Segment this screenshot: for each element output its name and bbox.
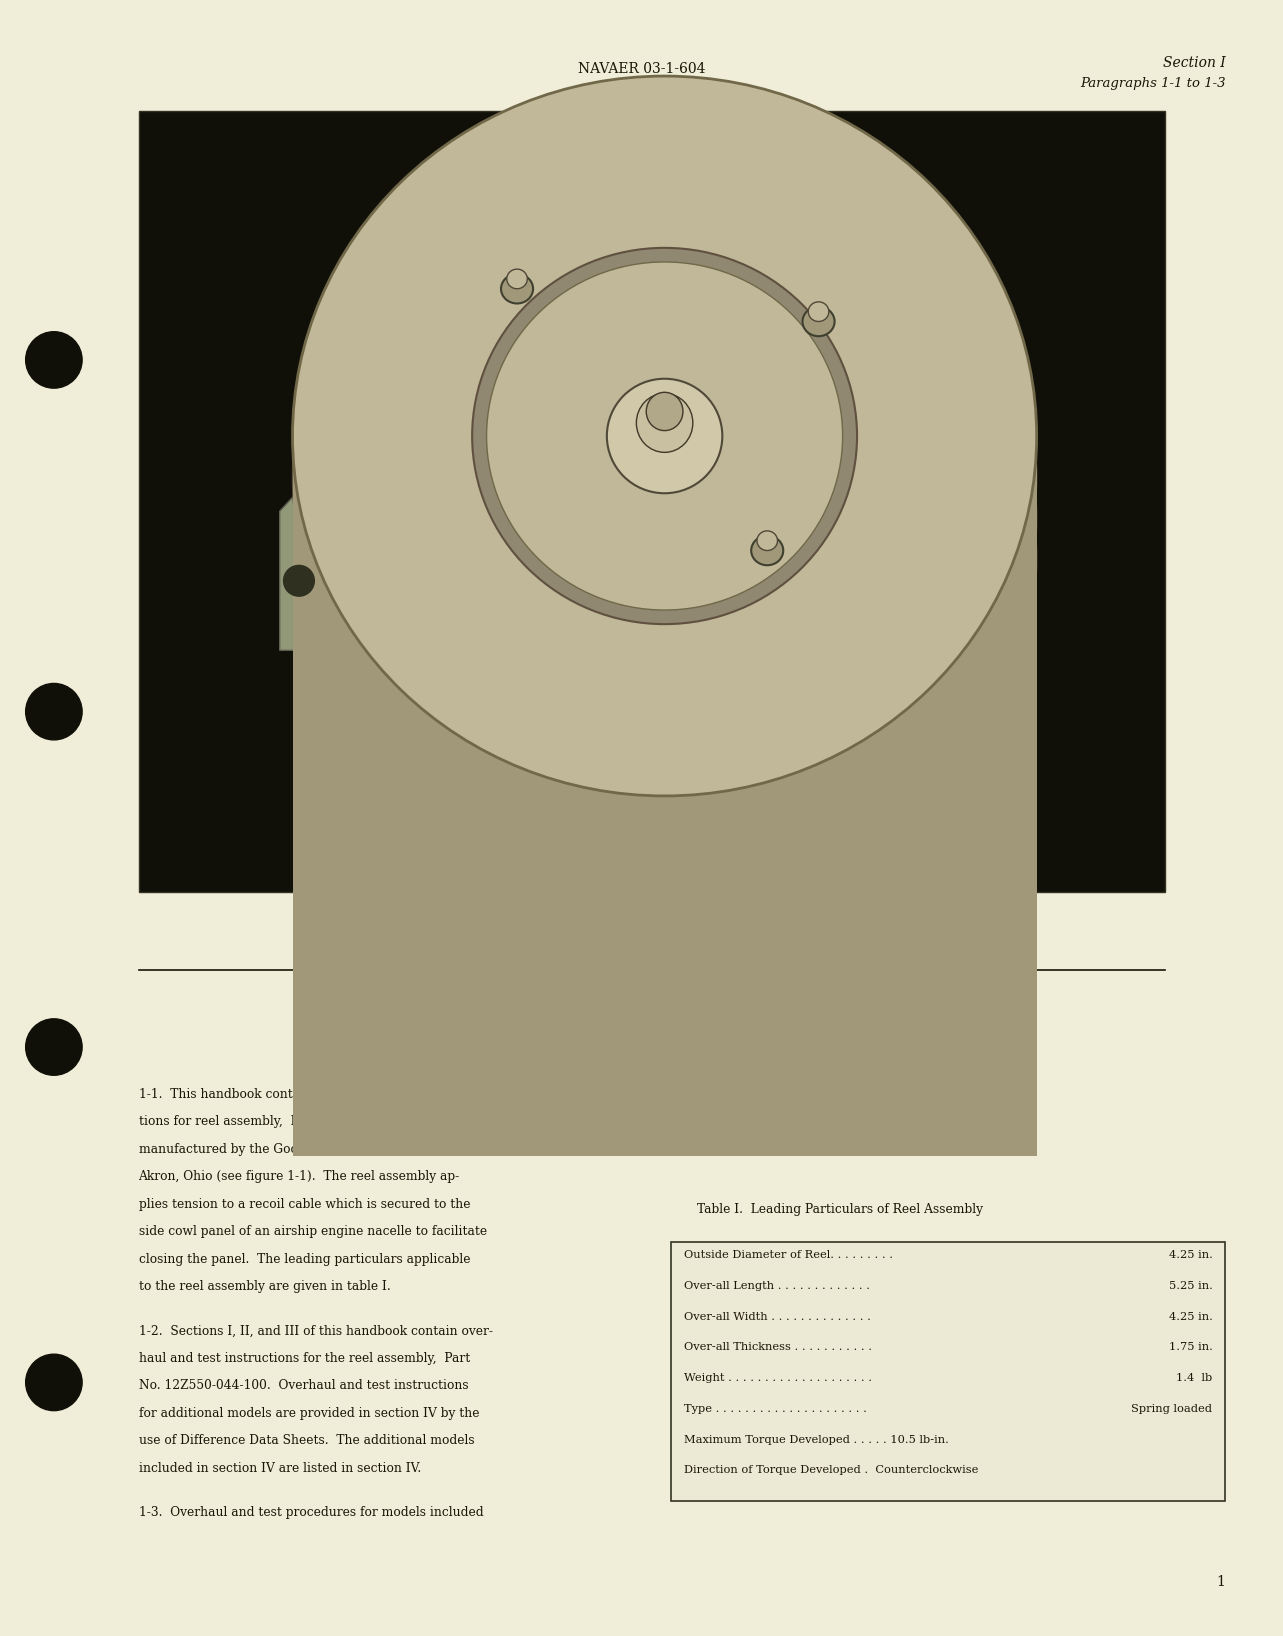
Text: 1-1.  This handbook contains complete overhaul instruc-: 1-1. This handbook contains complete ove… [139,1088,489,1101]
Text: 4.25 in.: 4.25 in. [1169,1250,1212,1260]
Circle shape [899,654,938,694]
Text: Section I: Section I [1162,56,1225,70]
Ellipse shape [293,198,1037,919]
Text: Direction of Torque Developed .  Counterclockwise: Direction of Torque Developed . Counterc… [684,1466,978,1476]
Text: NAVAER 03-1-604: NAVAER 03-1-604 [577,62,706,77]
Text: use of Difference Data Sheets.  The additional models: use of Difference Data Sheets. The addit… [139,1435,475,1448]
Ellipse shape [293,159,1037,879]
Circle shape [26,1355,82,1410]
Ellipse shape [293,77,1037,797]
Text: tions for reel assembly,  Part No. 12Z550-044-100,: tions for reel assembly, Part No. 12Z550… [139,1116,452,1129]
Ellipse shape [803,308,835,337]
Text: 1-2.  Sections I, II, and III of this handbook contain over-: 1-2. Sections I, II, and III of this han… [139,1324,493,1337]
Text: 1: 1 [1216,1575,1225,1590]
Text: noted by the applicable Difference Data Sheets.: noted by the applicable Difference Data … [671,1144,969,1157]
Text: to the reel assembly are given in table I.: to the reel assembly are given in table … [139,1281,390,1294]
Text: Outside Diameter of Reel. . . . . . . . .: Outside Diameter of Reel. . . . . . . . … [684,1250,893,1260]
Text: 1.75 in.: 1.75 in. [1169,1342,1212,1353]
Text: for additional models are provided in section IV by the: for additional models are provided in se… [139,1407,479,1420]
Text: 4.25 in.: 4.25 in. [1169,1312,1212,1322]
Text: manufactured by the Goodyear Aircraft Corporation,: manufactured by the Goodyear Aircraft Co… [139,1144,468,1157]
Bar [293,437,1037,1155]
Text: INTRODUCTION: INTRODUCTION [571,1036,712,1050]
Text: 5.25 in.: 5.25 in. [1169,1281,1212,1291]
Ellipse shape [757,530,777,551]
Text: Over-all Length . . . . . . . . . . . . .: Over-all Length . . . . . . . . . . . . … [684,1281,870,1291]
Text: haul and test instructions for the reel assembly,  Part: haul and test instructions for the reel … [139,1351,470,1364]
Text: 1.4  lb: 1.4 lb [1177,1373,1212,1382]
Text: Type . . . . . . . . . . . . . . . . . . . . .: Type . . . . . . . . . . . . . . . . . .… [684,1404,867,1414]
Text: Over-all Width . . . . . . . . . . . . . .: Over-all Width . . . . . . . . . . . . .… [684,1312,871,1322]
Circle shape [26,1019,82,1075]
Ellipse shape [500,275,534,304]
Circle shape [417,440,455,479]
Ellipse shape [808,303,829,322]
Ellipse shape [486,262,843,610]
Ellipse shape [636,393,693,453]
Ellipse shape [507,270,527,290]
Ellipse shape [647,393,683,430]
Text: SECTION I: SECTION I [595,1003,688,1018]
Ellipse shape [752,537,783,566]
Circle shape [417,654,455,694]
Bar [139,111,1165,892]
Bar [293,437,1037,1155]
Text: Figure 1-1.  Reel Assembly, Part No. 12Z550-044-100: Figure 1-1. Reel Assembly, Part No. 12Z5… [463,933,820,946]
Text: included in section IV are listed in section IV.: included in section IV are listed in sec… [139,1461,421,1474]
Text: Maximum Torque Developed . . . . . 10.5 lb-in.: Maximum Torque Developed . . . . . 10.5 … [684,1435,948,1445]
Text: Over-all Thickness . . . . . . . . . . .: Over-all Thickness . . . . . . . . . . . [684,1342,872,1353]
Bar [293,437,1037,1155]
Polygon shape [331,484,1024,762]
Bar [671,1242,1225,1500]
Text: side cowl panel of an airship engine nacelle to facilitate: side cowl panel of an airship engine nac… [139,1225,486,1238]
Ellipse shape [293,118,1037,838]
Polygon shape [331,762,1024,802]
Text: Paragraphs 1-1 to 1-3: Paragraphs 1-1 to 1-3 [1080,77,1225,90]
Text: Weight . . . . . . . . . . . . . . . . . . . .: Weight . . . . . . . . . . . . . . . . .… [684,1373,872,1382]
Text: Akron, Ohio (see figure 1-1).  The reel assembly ap-: Akron, Ohio (see figure 1-1). The reel a… [139,1170,459,1183]
Ellipse shape [472,249,857,625]
Text: sections II and III, except for the specific differences: sections II and III, except for the spec… [671,1116,1001,1129]
Text: in section IV are the same as the procedures given in: in section IV are the same as the proced… [671,1088,1003,1101]
Text: Spring loaded: Spring loaded [1132,1404,1212,1414]
Circle shape [284,566,314,596]
Ellipse shape [607,380,722,494]
Text: closing the panel.  The leading particulars applicable: closing the panel. The leading particula… [139,1253,470,1266]
Text: No. 12Z550-044-100.  Overhaul and test instructions: No. 12Z550-044-100. Overhaul and test in… [139,1379,468,1392]
Circle shape [26,332,82,388]
Circle shape [899,440,938,479]
Text: Table I.  Leading Particulars of Reel Assembly: Table I. Leading Particulars of Reel Ass… [697,1204,983,1217]
Text: plies tension to a recoil cable which is secured to the: plies tension to a recoil cable which is… [139,1198,470,1211]
Polygon shape [280,455,331,651]
Circle shape [26,684,82,739]
Text: 1-3.  Overhaul and test procedures for models included: 1-3. Overhaul and test procedures for mo… [139,1505,484,1518]
